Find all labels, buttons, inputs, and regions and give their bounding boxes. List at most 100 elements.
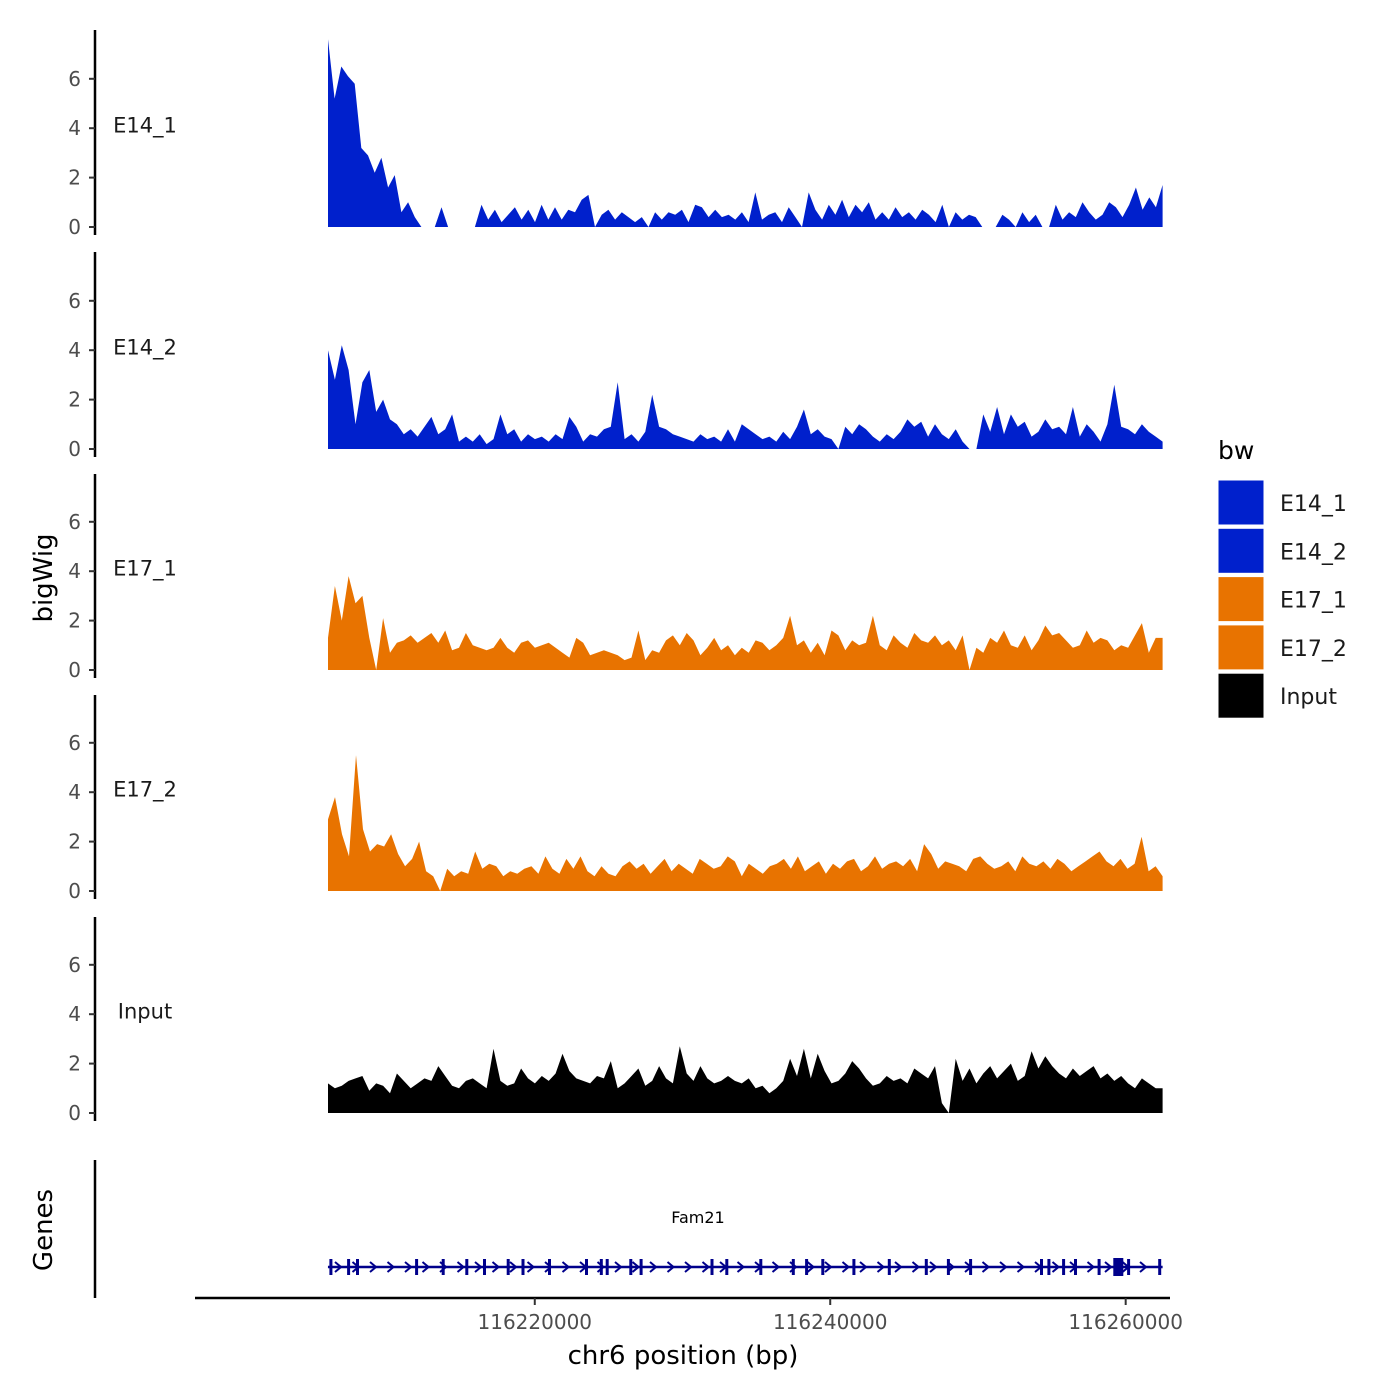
y-tick-label: 0 — [68, 215, 81, 239]
y-tick-label: 6 — [68, 289, 81, 313]
genes-axis-title: Genes — [29, 1189, 59, 1271]
strand-arrow — [1016, 1261, 1026, 1273]
strand-arrow — [736, 1261, 746, 1273]
track-e14-1: 0 2 4 6 E14_1 — [68, 30, 1163, 239]
strand-arrow — [999, 1261, 1008, 1273]
exon — [887, 1259, 891, 1275]
strand-arrow — [859, 1261, 868, 1273]
exon — [347, 1259, 351, 1275]
strand-arrow — [666, 1261, 676, 1273]
strand-arrow — [404, 1261, 413, 1273]
strand-arrow — [894, 1261, 903, 1273]
exon — [946, 1259, 950, 1275]
strand-arrow — [911, 1261, 921, 1273]
exon — [521, 1259, 525, 1275]
y-tick-label: 2 — [68, 166, 81, 190]
strand-arrow — [631, 1261, 641, 1273]
exon — [506, 1259, 510, 1275]
y-tick-label: 2 — [68, 830, 81, 854]
signal-area — [328, 755, 1163, 891]
exon — [483, 1259, 486, 1275]
track-label: E14_1 — [113, 114, 177, 139]
legend-swatch — [1217, 672, 1265, 719]
gene-track: Fam21 — [93, 1160, 1163, 1298]
strand-arrow — [649, 1261, 658, 1273]
x-axis: 116220000 116240000 116260000 — [195, 1296, 1183, 1334]
exon — [969, 1259, 973, 1275]
y-tick-label: 0 — [68, 437, 81, 461]
x-tick-label: 116260000 — [1068, 1310, 1183, 1334]
y-tick-label: 0 — [68, 1101, 81, 1125]
strand-arrow — [1051, 1261, 1061, 1273]
strand-arrow — [421, 1261, 431, 1273]
strand-arrow — [474, 1261, 483, 1273]
exon — [1097, 1259, 1101, 1275]
strand-arrow — [806, 1261, 816, 1273]
strand-arrow — [526, 1261, 536, 1273]
exon — [441, 1259, 445, 1275]
exon — [605, 1259, 609, 1275]
y-tick-label: 2 — [68, 388, 81, 412]
exon — [821, 1259, 825, 1275]
legend-title: bw — [1218, 436, 1254, 465]
exon — [1127, 1259, 1131, 1275]
exon — [725, 1259, 729, 1275]
y-tick-label: 2 — [68, 609, 81, 633]
y-axis-title: bigWig — [29, 533, 59, 622]
legend-label: E14_1 — [1280, 492, 1347, 517]
exon — [805, 1259, 809, 1275]
track-label: E14_2 — [113, 336, 177, 361]
legend-label: Input — [1280, 685, 1337, 710]
y-tick-label: 4 — [68, 338, 81, 362]
strand-arrow — [1086, 1261, 1096, 1273]
exon — [1047, 1259, 1051, 1275]
legend-swatch — [1217, 624, 1265, 671]
x-axis-title: chr6 position (bp) — [568, 1341, 799, 1371]
exon — [639, 1259, 643, 1275]
y-tick-label: 4 — [68, 559, 81, 583]
strand-arrow — [981, 1261, 991, 1273]
exon — [415, 1259, 419, 1275]
strand-arrow — [596, 1261, 606, 1273]
track-label: E17_2 — [113, 778, 177, 803]
x-tick-label: 116240000 — [773, 1310, 888, 1334]
exon — [759, 1259, 763, 1275]
exon — [710, 1259, 714, 1275]
y-tick-label: 0 — [68, 658, 81, 682]
exon — [1062, 1259, 1066, 1275]
strand-arrow — [614, 1261, 623, 1273]
exon — [1158, 1259, 1162, 1275]
legend-swatch — [1217, 479, 1265, 526]
strand-arrow — [771, 1261, 781, 1273]
exon — [585, 1259, 588, 1275]
legend-label: E17_2 — [1280, 637, 1347, 662]
y-tick-label: 2 — [68, 1052, 81, 1076]
exon — [548, 1259, 551, 1275]
exon — [791, 1259, 795, 1275]
y-tick-label: 6 — [68, 953, 81, 977]
strand-arrow — [824, 1261, 833, 1273]
strand-arrow — [1139, 1261, 1148, 1273]
exon — [629, 1259, 633, 1275]
signal-area — [328, 1046, 1163, 1113]
strand-arrow — [509, 1261, 518, 1273]
track-e17-2: 0 2 4 6 E17_2 — [68, 695, 1163, 903]
y-tick-label: 6 — [68, 510, 81, 534]
signal-area — [328, 39, 1163, 227]
signal-area — [328, 576, 1163, 670]
track-e17-1: 0 2 4 6 E17_1 — [68, 474, 1163, 682]
track-e14-2: 0 2 4 6 E14_2 — [68, 252, 1163, 461]
exon — [1074, 1259, 1077, 1275]
strand-arrow — [369, 1261, 378, 1273]
strand-arrow — [841, 1261, 851, 1273]
y-tick-label: 6 — [68, 731, 81, 755]
y-tick-label: 0 — [68, 879, 81, 903]
track-label: Input — [118, 1000, 172, 1024]
strand-arrow — [701, 1261, 711, 1273]
legend-label: E14_2 — [1280, 540, 1347, 565]
exon — [1113, 1258, 1124, 1276]
exon — [356, 1259, 359, 1275]
y-tick-label: 4 — [68, 780, 81, 804]
legend-swatch — [1217, 576, 1265, 623]
exon — [852, 1259, 856, 1275]
